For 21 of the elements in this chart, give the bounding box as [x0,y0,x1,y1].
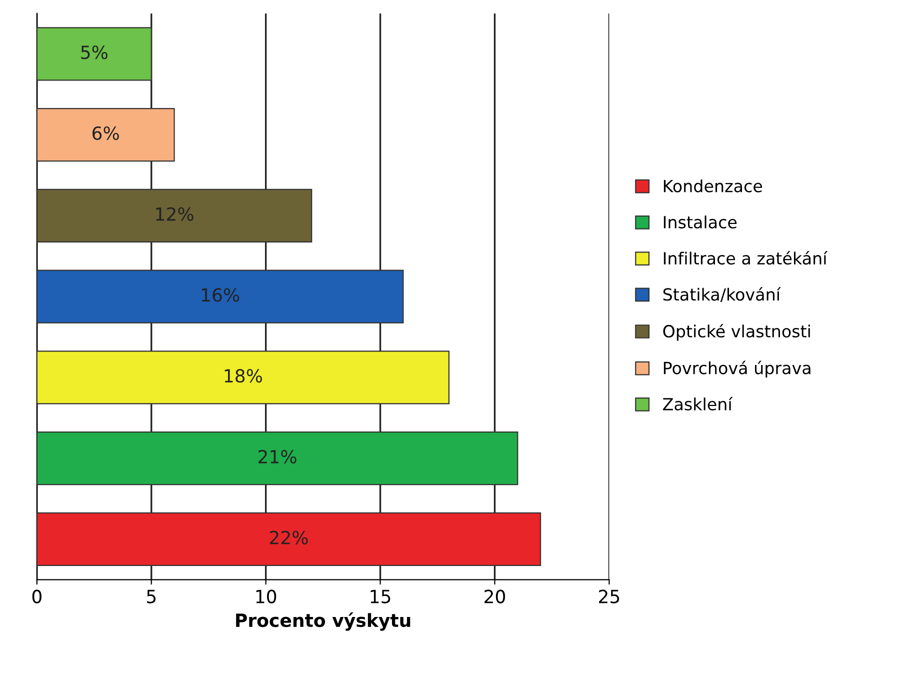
legend-label: Statika/kování [663,287,781,302]
x-tick-label: 25 [599,590,620,604]
data-label: 18% [224,369,262,383]
data-label: 16% [202,288,240,302]
x-tick-label: 10 [256,590,276,604]
data-label: 6% [92,126,119,140]
legend-label: Optické vlastnosti [663,324,810,341]
data-label: 22% [270,530,308,544]
data-label: 21% [258,450,296,464]
x-tick-label: 0 [32,590,42,604]
data-label: 12% [156,207,194,221]
x-tick-label: 5 [147,590,156,604]
x-axis-title: Procento výskytu [236,612,410,631]
x-tick-label: 15 [370,590,390,604]
legend-label: Povrchová úprava [664,360,810,378]
legend-label: Kondenzace [664,179,762,192]
x-tick-label: 20 [484,590,506,604]
legend-label: Zasklení [663,396,733,410]
legend-label: Infiltrace a zatékání [664,251,828,265]
data-label: 5% [81,46,108,60]
legend-label: Instalace [664,216,737,228]
